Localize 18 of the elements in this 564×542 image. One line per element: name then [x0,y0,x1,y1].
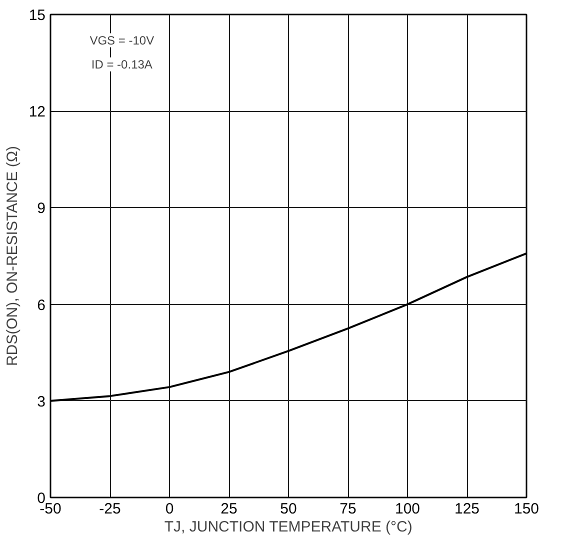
x-tick-label: 125 [454,500,480,518]
annotation: VGS = -10V [90,33,154,48]
y-tick-label: 12 [28,104,46,121]
x-tick-label: 0 [165,500,174,518]
y-tick-label: 9 [37,200,46,218]
y-tick-label: 15 [28,7,46,24]
x-tick-label: 150 [514,500,540,518]
annotation: ID = -0.13A [91,57,152,72]
x-tick-label: 75 [340,500,356,518]
y-axis-title: RDS(ON), ON-RESISTANCE (Ω) [4,146,21,366]
x-tick-label: 25 [220,500,238,518]
x-tick-label: 50 [280,500,297,518]
x-tick-label: -25 [99,500,121,518]
x-tick-label: 100 [394,500,420,518]
y-tick-label: 6 [37,296,46,314]
x-axis-title: TJ, JUNCTION TEMPERATURE (°C) [164,518,412,536]
y-tick-label: 0 [37,490,46,507]
y-tick-label: 3 [37,393,46,410]
